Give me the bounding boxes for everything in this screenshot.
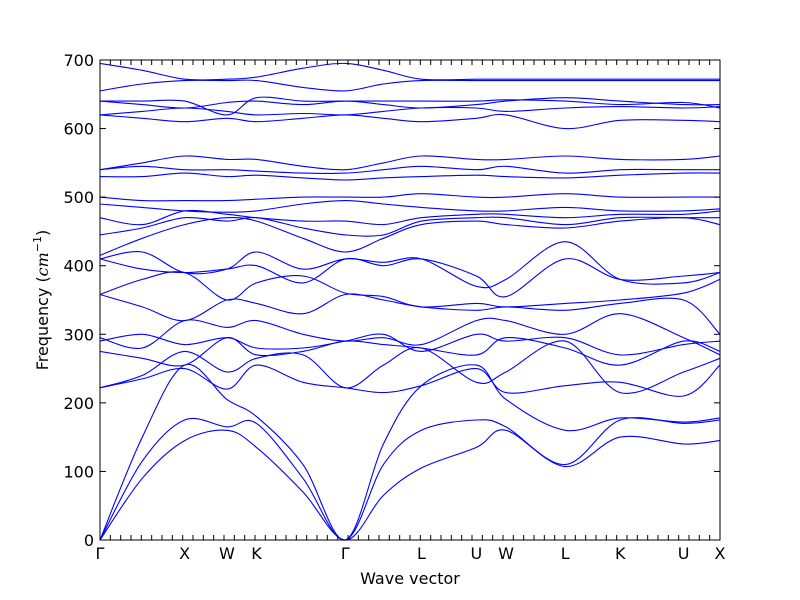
band-3 <box>99 364 721 397</box>
x-tick-label: U <box>471 544 483 563</box>
band-8 <box>99 293 721 335</box>
phonon-bands <box>99 62 721 541</box>
band-0 <box>99 429 721 541</box>
x-axis-label: Wave vector <box>360 569 460 588</box>
band-11 <box>99 241 721 289</box>
band-13 <box>99 216 720 237</box>
y-tick-label: 700 <box>63 51 94 70</box>
band-1 <box>99 417 721 541</box>
band-16 <box>99 193 720 202</box>
band-22 <box>99 97 721 109</box>
x-tick-label: L <box>561 544 570 563</box>
x-tick-label: L <box>417 544 426 563</box>
band-4 <box>99 340 721 394</box>
band-17 <box>99 172 721 181</box>
band-19 <box>99 155 721 171</box>
band-12 <box>99 216 721 256</box>
y-tick-label: 100 <box>63 462 94 481</box>
band-20 <box>99 113 721 130</box>
band-6 <box>99 333 721 356</box>
band-9 <box>99 271 721 308</box>
y-tick-label: 600 <box>63 120 94 139</box>
x-tick-label: X <box>715 544 726 563</box>
band-7 <box>99 313 721 356</box>
y-axis-ticks: 0 100 200 300 400 500 600 700 <box>63 51 720 550</box>
x-tick-label: X <box>179 544 190 563</box>
x-tick-label: W <box>219 544 235 563</box>
y-axis-label: Frequency (cm−1) <box>31 230 52 371</box>
band-21 <box>99 106 721 116</box>
y-tick-label: 200 <box>63 394 94 413</box>
band-10 <box>99 257 721 298</box>
y-tick-label: 400 <box>63 257 94 276</box>
band-18 <box>99 165 720 175</box>
band-14 <box>99 209 721 226</box>
x-tick-label: Γ <box>341 544 350 563</box>
y-tick-label: 0 <box>84 531 94 550</box>
y-tick-label: 300 <box>63 325 94 344</box>
band-23 <box>100 96 721 116</box>
x-tick-label: U <box>678 544 690 563</box>
band-5 <box>99 337 721 367</box>
band-15 <box>99 200 721 213</box>
y-tick-label: 500 <box>63 188 94 207</box>
x-tick-label: K <box>615 544 626 563</box>
x-tick-label: K <box>251 544 262 563</box>
band-25 <box>99 62 720 81</box>
x-tick-label: Γ <box>96 544 105 563</box>
x-tick-label: W <box>498 544 514 563</box>
